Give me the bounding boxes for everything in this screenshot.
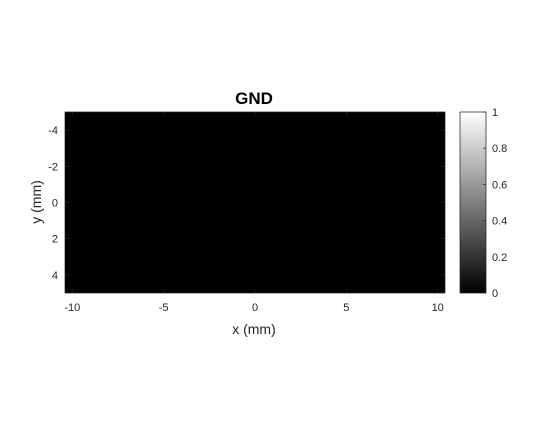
chart-title: GND	[235, 89, 273, 108]
y-tick-label: 2	[52, 234, 58, 246]
y-axis-label: y (mm)	[28, 180, 44, 224]
colorbar-tick-label: 0.2	[492, 252, 507, 264]
x-tick-label: 0	[252, 302, 258, 314]
colorbar	[459, 111, 487, 294]
x-tick-label: 5	[343, 302, 349, 314]
colorbar-axis: 0 0.2 0.4 0.6 0.8 1	[483, 107, 507, 300]
colorbar-tick-label: 0	[492, 288, 498, 300]
x-axis: -10 -5 0 5 10	[64, 112, 444, 314]
y-axis: -4 -2 0 2 4	[48, 125, 445, 282]
heatmap-cell	[64, 111, 446, 294]
y-tick-label: -4	[48, 125, 58, 137]
y-tick-label: 4	[52, 270, 58, 282]
x-tick-label: 10	[432, 302, 444, 314]
x-tick-label: -5	[159, 302, 169, 314]
colorbar-tick-label: 0.6	[492, 179, 507, 191]
colorbar-tick-label: 0.4	[492, 216, 507, 228]
colorbar-tick-label: 0.8	[492, 143, 507, 155]
y-tick-label: 0	[52, 198, 58, 210]
x-tick-label: -10	[64, 302, 80, 314]
colorbar-tick-label: 1	[492, 107, 498, 119]
x-axis-label: x (mm)	[232, 321, 276, 337]
y-tick-label: -2	[48, 161, 58, 173]
